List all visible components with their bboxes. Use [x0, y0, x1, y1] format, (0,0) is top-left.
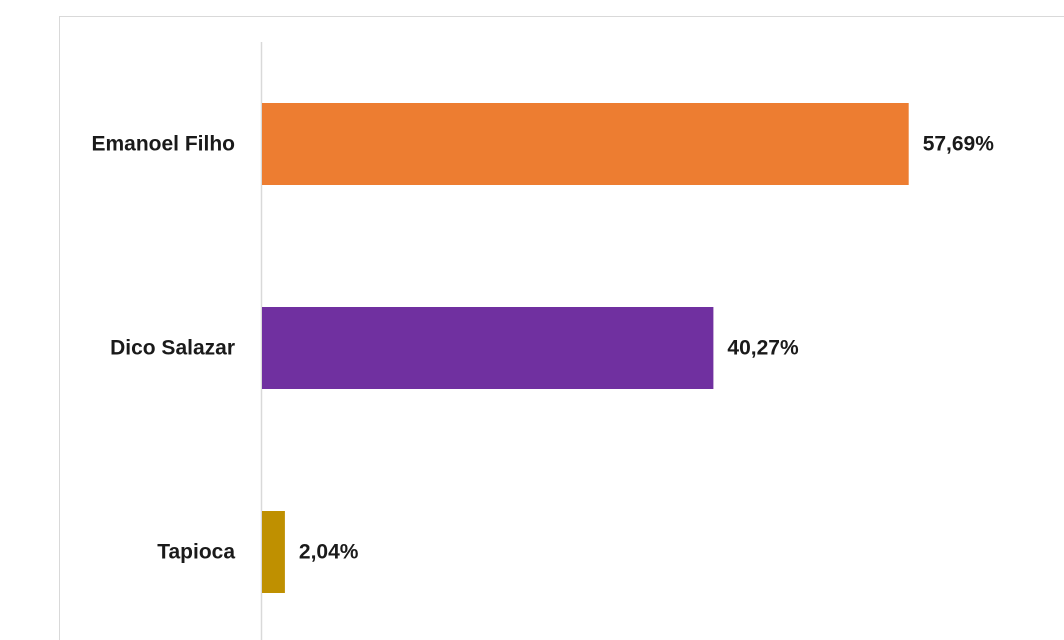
value-label: 2,04%	[299, 541, 359, 564]
bar-2	[262, 307, 714, 389]
value-label: 57,69%	[923, 133, 995, 156]
category-label: Emanoel Filho	[91, 133, 235, 156]
category-label: Tapioca	[157, 541, 235, 564]
bar-1	[262, 103, 909, 185]
value-label: 40,27%	[727, 337, 799, 360]
chart-marks: Emanoel Filho 57,69% Dico Salazar 40,27% Tap…	[91, 103, 994, 593]
bar-3	[262, 511, 285, 593]
category-label: Dico Salazar	[110, 337, 235, 360]
